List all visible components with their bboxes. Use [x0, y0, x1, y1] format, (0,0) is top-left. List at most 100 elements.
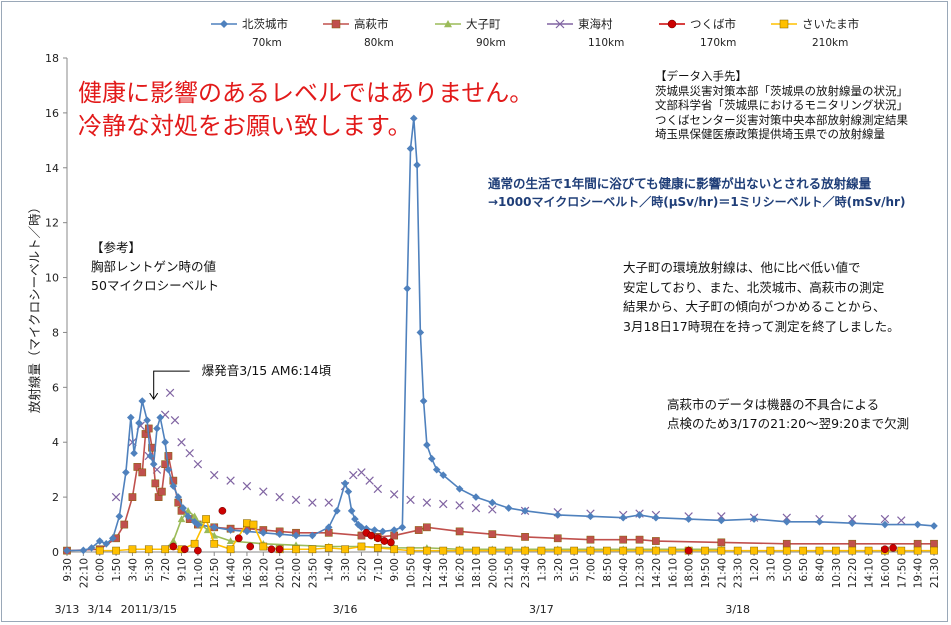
data-point: [684, 515, 693, 523]
data-point: [275, 530, 284, 538]
legend-distance: 110km: [588, 37, 624, 49]
data-point: [210, 523, 219, 532]
data-point: [79, 546, 88, 555]
data-point: [185, 448, 194, 458]
legend-marker: [555, 19, 565, 29]
data-point: [138, 397, 147, 405]
data-point: [308, 531, 317, 540]
x-tick-label: 19:50: [700, 558, 712, 588]
y-tick-label: 12: [45, 217, 59, 230]
data-point: [380, 537, 389, 545]
data-point: [880, 514, 890, 524]
takahagi-note-line: 点検のため3/17の21:20～翌9:20まで欠測: [667, 416, 910, 431]
data-point: [521, 533, 529, 541]
data-point: [423, 441, 431, 449]
data-point: [423, 523, 431, 532]
y-tick-label: 2: [52, 491, 59, 504]
data-point: [570, 546, 578, 555]
data-point: [226, 545, 235, 554]
x-tick-label: 20:00: [487, 558, 499, 588]
data-point: [95, 537, 104, 545]
data-point: [156, 413, 165, 422]
data-point: [169, 482, 178, 490]
data-point: [553, 546, 562, 555]
data-point: [95, 546, 104, 555]
x-tick-label: 5:10: [569, 558, 581, 582]
date-labels: 3/13 3/14 2011/3/15 3/16 3/17 3/18: [55, 603, 750, 616]
data-point: [161, 438, 169, 447]
data-point: [190, 512, 199, 520]
x-tick-label: 12:30: [635, 558, 647, 588]
x-tick-label: 16:30: [242, 558, 254, 588]
x-tick-label: 8:50: [602, 558, 614, 582]
data-point: [333, 507, 341, 515]
data-point: [344, 487, 353, 496]
series-line: [66, 118, 935, 552]
data-point: [349, 470, 358, 480]
y-tick-label: 18: [45, 52, 59, 65]
reference-item: 胸部レントゲン時の値: [91, 259, 217, 274]
legend-label: 北茨城市: [242, 17, 288, 31]
data-point: [930, 539, 938, 548]
data-point: [259, 528, 268, 537]
x-tick-label: 1:30: [536, 558, 548, 582]
data-point: [897, 516, 906, 525]
data-point: [184, 512, 192, 521]
data-point: [365, 476, 374, 485]
x-tick-label: 3:30: [340, 558, 352, 582]
data-point: [930, 522, 938, 530]
data-point: [169, 542, 178, 551]
data-point: [815, 518, 824, 526]
data-point: [750, 546, 758, 555]
reference-note: 【参考】 胸部レントゲン時の値 50マイクロシーベルト: [91, 238, 219, 295]
x-tick-label: 3:40: [127, 558, 139, 582]
x-tick-label: 18:00: [684, 558, 696, 588]
y-tick-label: 8: [52, 326, 59, 339]
data-point: [419, 397, 428, 405]
x-tick-label: 16:00: [880, 558, 892, 588]
normal-level-line-2: →1000マイクロシーベルト／時(μSv/hr)＝1ミリシーベルト／時(mSv/…: [488, 195, 906, 209]
legend-marker: [331, 19, 341, 29]
legend-entry: 高萩市 80km: [323, 17, 394, 49]
legend-marker: [220, 20, 228, 28]
data-point: [357, 468, 366, 477]
data-point: [128, 545, 137, 554]
data-point: [439, 499, 448, 509]
data-point: [472, 546, 480, 555]
x-tick-label: 18:20: [258, 558, 270, 588]
data-point: [169, 537, 178, 545]
legend: 北茨城市 70km 高萩市 80km 大子町 90km 東海村 110km つくば市 170km さ…: [211, 17, 859, 49]
data-point: [370, 526, 379, 534]
data-point: [112, 546, 120, 555]
x-tick-label: 12:20: [847, 558, 859, 588]
data-point: [243, 519, 251, 528]
x-tick-label: 14:10: [864, 558, 876, 588]
data-point: [717, 546, 726, 555]
legend-label: 高萩市: [354, 17, 389, 31]
data-point: [668, 546, 677, 555]
x-tick-label: 9:30: [62, 558, 74, 582]
data-point: [889, 544, 897, 552]
daigo-note-line: 安定しており、また、北茨城市、高萩市の測定: [623, 279, 885, 295]
x-tick-label: 23:50: [307, 558, 319, 588]
data-point: [324, 523, 333, 532]
y-tick-label: 4: [52, 436, 59, 449]
x-tick-label: 5:30: [144, 558, 156, 582]
data-point: [717, 516, 726, 525]
data-point: [701, 546, 709, 555]
data-point: [226, 526, 235, 534]
x-tick-label: 14:30: [438, 558, 450, 588]
data-point: [635, 546, 644, 555]
series-1: [63, 114, 938, 555]
y-axis: 0 2 4 6 8 10 12 14 16 18: [45, 52, 68, 559]
data-point: [153, 424, 161, 433]
source-item: つくばセンター災害対策中央本部放射線測定結果: [655, 112, 908, 127]
y-axis-label: 放射線量（マイクロシーベルト／時）: [27, 201, 42, 413]
data-point: [308, 545, 317, 554]
data-point: [115, 512, 124, 521]
data-point: [848, 539, 857, 548]
x-tick-label: 10:40: [618, 558, 630, 588]
data-point: [180, 545, 189, 554]
legend-label: さいたま市: [802, 17, 859, 31]
